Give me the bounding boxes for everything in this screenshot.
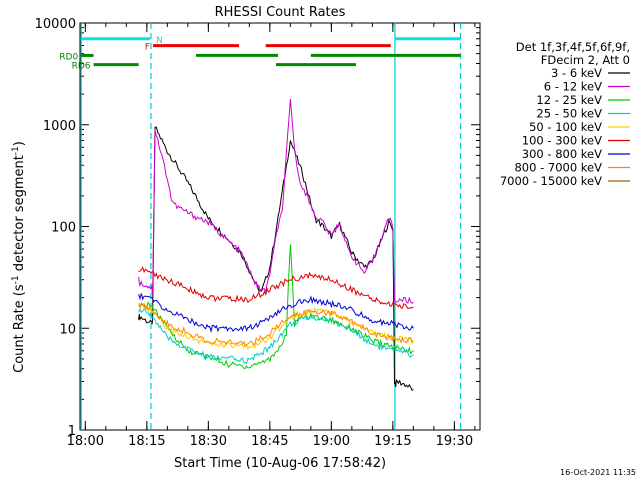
x-tick-label: 18:00 [67, 434, 104, 449]
y-tick-label: 100 [51, 221, 76, 236]
legend-label: 6 - 12 keV [544, 80, 602, 94]
legend-label: 12 - 25 keV [536, 93, 602, 107]
y-tick-label: 10 [59, 322, 76, 337]
state-bar-label: RD0 [59, 52, 78, 62]
x-tick-labels: 18:00 18:15 18:30 18:45 19:00 19:15 19:30 [67, 434, 474, 449]
series-line [138, 126, 414, 391]
x-tick-label: 19:15 [374, 434, 411, 449]
x-tick-label: 18:30 [190, 434, 227, 449]
legend: Det 1f,3f,4f,5f,6f,9f, FDecim 2, Att 0 3… [500, 40, 630, 188]
state-bar-label: F [145, 43, 150, 53]
series-line [138, 301, 414, 348]
x-tick-label: 18:45 [251, 434, 288, 449]
attenuator-lines [80, 23, 462, 430]
state-bar-label: RD6 [72, 62, 91, 72]
legend-header-line-1: Det 1f,3f,4f,5f,6f,9f, [516, 40, 630, 54]
y-tick-label: 1000 [43, 119, 76, 134]
series-line [138, 98, 414, 304]
y-tick-labels: 1 10 100 1000 10000 [35, 17, 76, 439]
y-axis-label: Count Rate (s-1 detector segment-1) [11, 141, 27, 373]
x-tick-label: 19:30 [436, 434, 473, 449]
legend-label: 50 - 100 keV [529, 120, 602, 134]
plot-frame [79, 22, 481, 431]
legend-label: 3 - 6 keV [551, 66, 602, 80]
x-tick-label: 18:15 [128, 434, 165, 449]
legend-label: 100 - 300 keV [522, 134, 602, 148]
x-tick-label: 19:00 [313, 434, 350, 449]
series-line [138, 308, 414, 364]
x-axis-label: Start Time (10-Aug-06 17:58:42) [174, 456, 386, 471]
axis-ticks [80, 22, 480, 431]
legend-header-line-2: FDecim 2, Att 0 [541, 53, 630, 67]
series-line [138, 293, 414, 334]
state-bar-label: N [156, 36, 163, 46]
legend-label: 25 - 50 keV [536, 107, 602, 121]
legend-label: 300 - 800 keV [522, 147, 602, 161]
legend-label: 800 - 7000 keV [514, 161, 602, 175]
plot-border [79, 22, 481, 431]
legend-label: 7000 - 15000 keV [500, 174, 602, 188]
y-tick-label: 10000 [35, 17, 76, 32]
series-line [138, 266, 414, 310]
chart-title: RHESSI Count Rates [215, 5, 346, 20]
footer-date: 16-Oct-2021 11:35 [560, 468, 636, 477]
y-tick-label: 1 [68, 424, 76, 439]
series-lines [138, 98, 414, 391]
